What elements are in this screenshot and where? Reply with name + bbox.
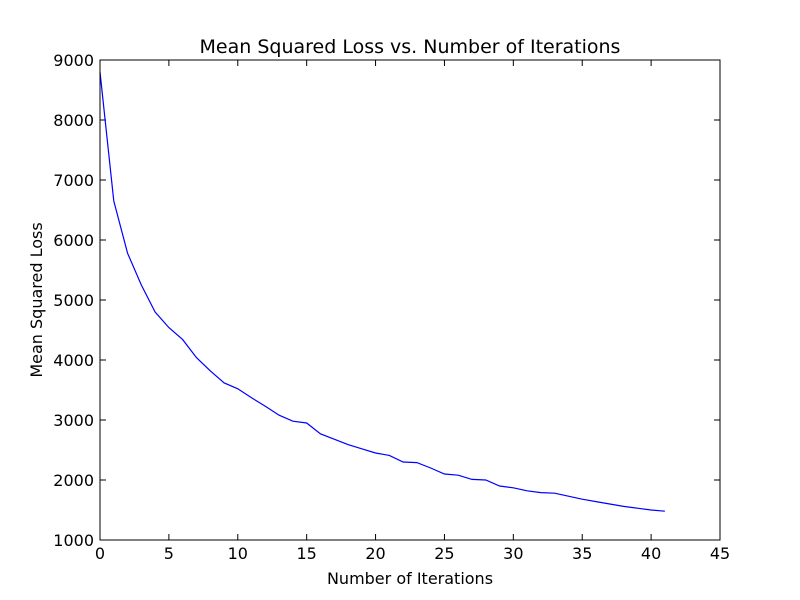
- chart-title: Mean Squared Loss vs. Number of Iteratio…: [200, 36, 621, 58]
- x-tick-label: 5: [164, 544, 174, 563]
- y-tick-label: 6000: [53, 231, 94, 250]
- y-tick-label: 9000: [53, 51, 94, 70]
- x-tick-label: 20: [365, 544, 385, 563]
- x-tick-label: 10: [228, 544, 248, 563]
- x-tick-label: 45: [710, 544, 730, 563]
- y-tick-label: 1000: [53, 531, 94, 550]
- y-tick-label: 5000: [53, 291, 94, 310]
- x-tick-label: 15: [296, 544, 316, 563]
- y-tick-label: 2000: [53, 471, 94, 490]
- x-tick-label: 30: [503, 544, 523, 563]
- x-tick-label: 40: [641, 544, 661, 563]
- x-tick-label: 25: [434, 544, 454, 563]
- x-tick-label: 35: [572, 544, 592, 563]
- y-axis-label: Mean Squared Loss: [27, 222, 46, 377]
- x-tick-label: 0: [95, 544, 105, 563]
- y-tick-label: 7000: [53, 171, 94, 190]
- y-tick-label: 3000: [53, 411, 94, 430]
- y-tick-label: 4000: [53, 351, 94, 370]
- x-axis-label: Number of Iterations: [327, 569, 493, 588]
- y-tick-label: 8000: [53, 111, 94, 130]
